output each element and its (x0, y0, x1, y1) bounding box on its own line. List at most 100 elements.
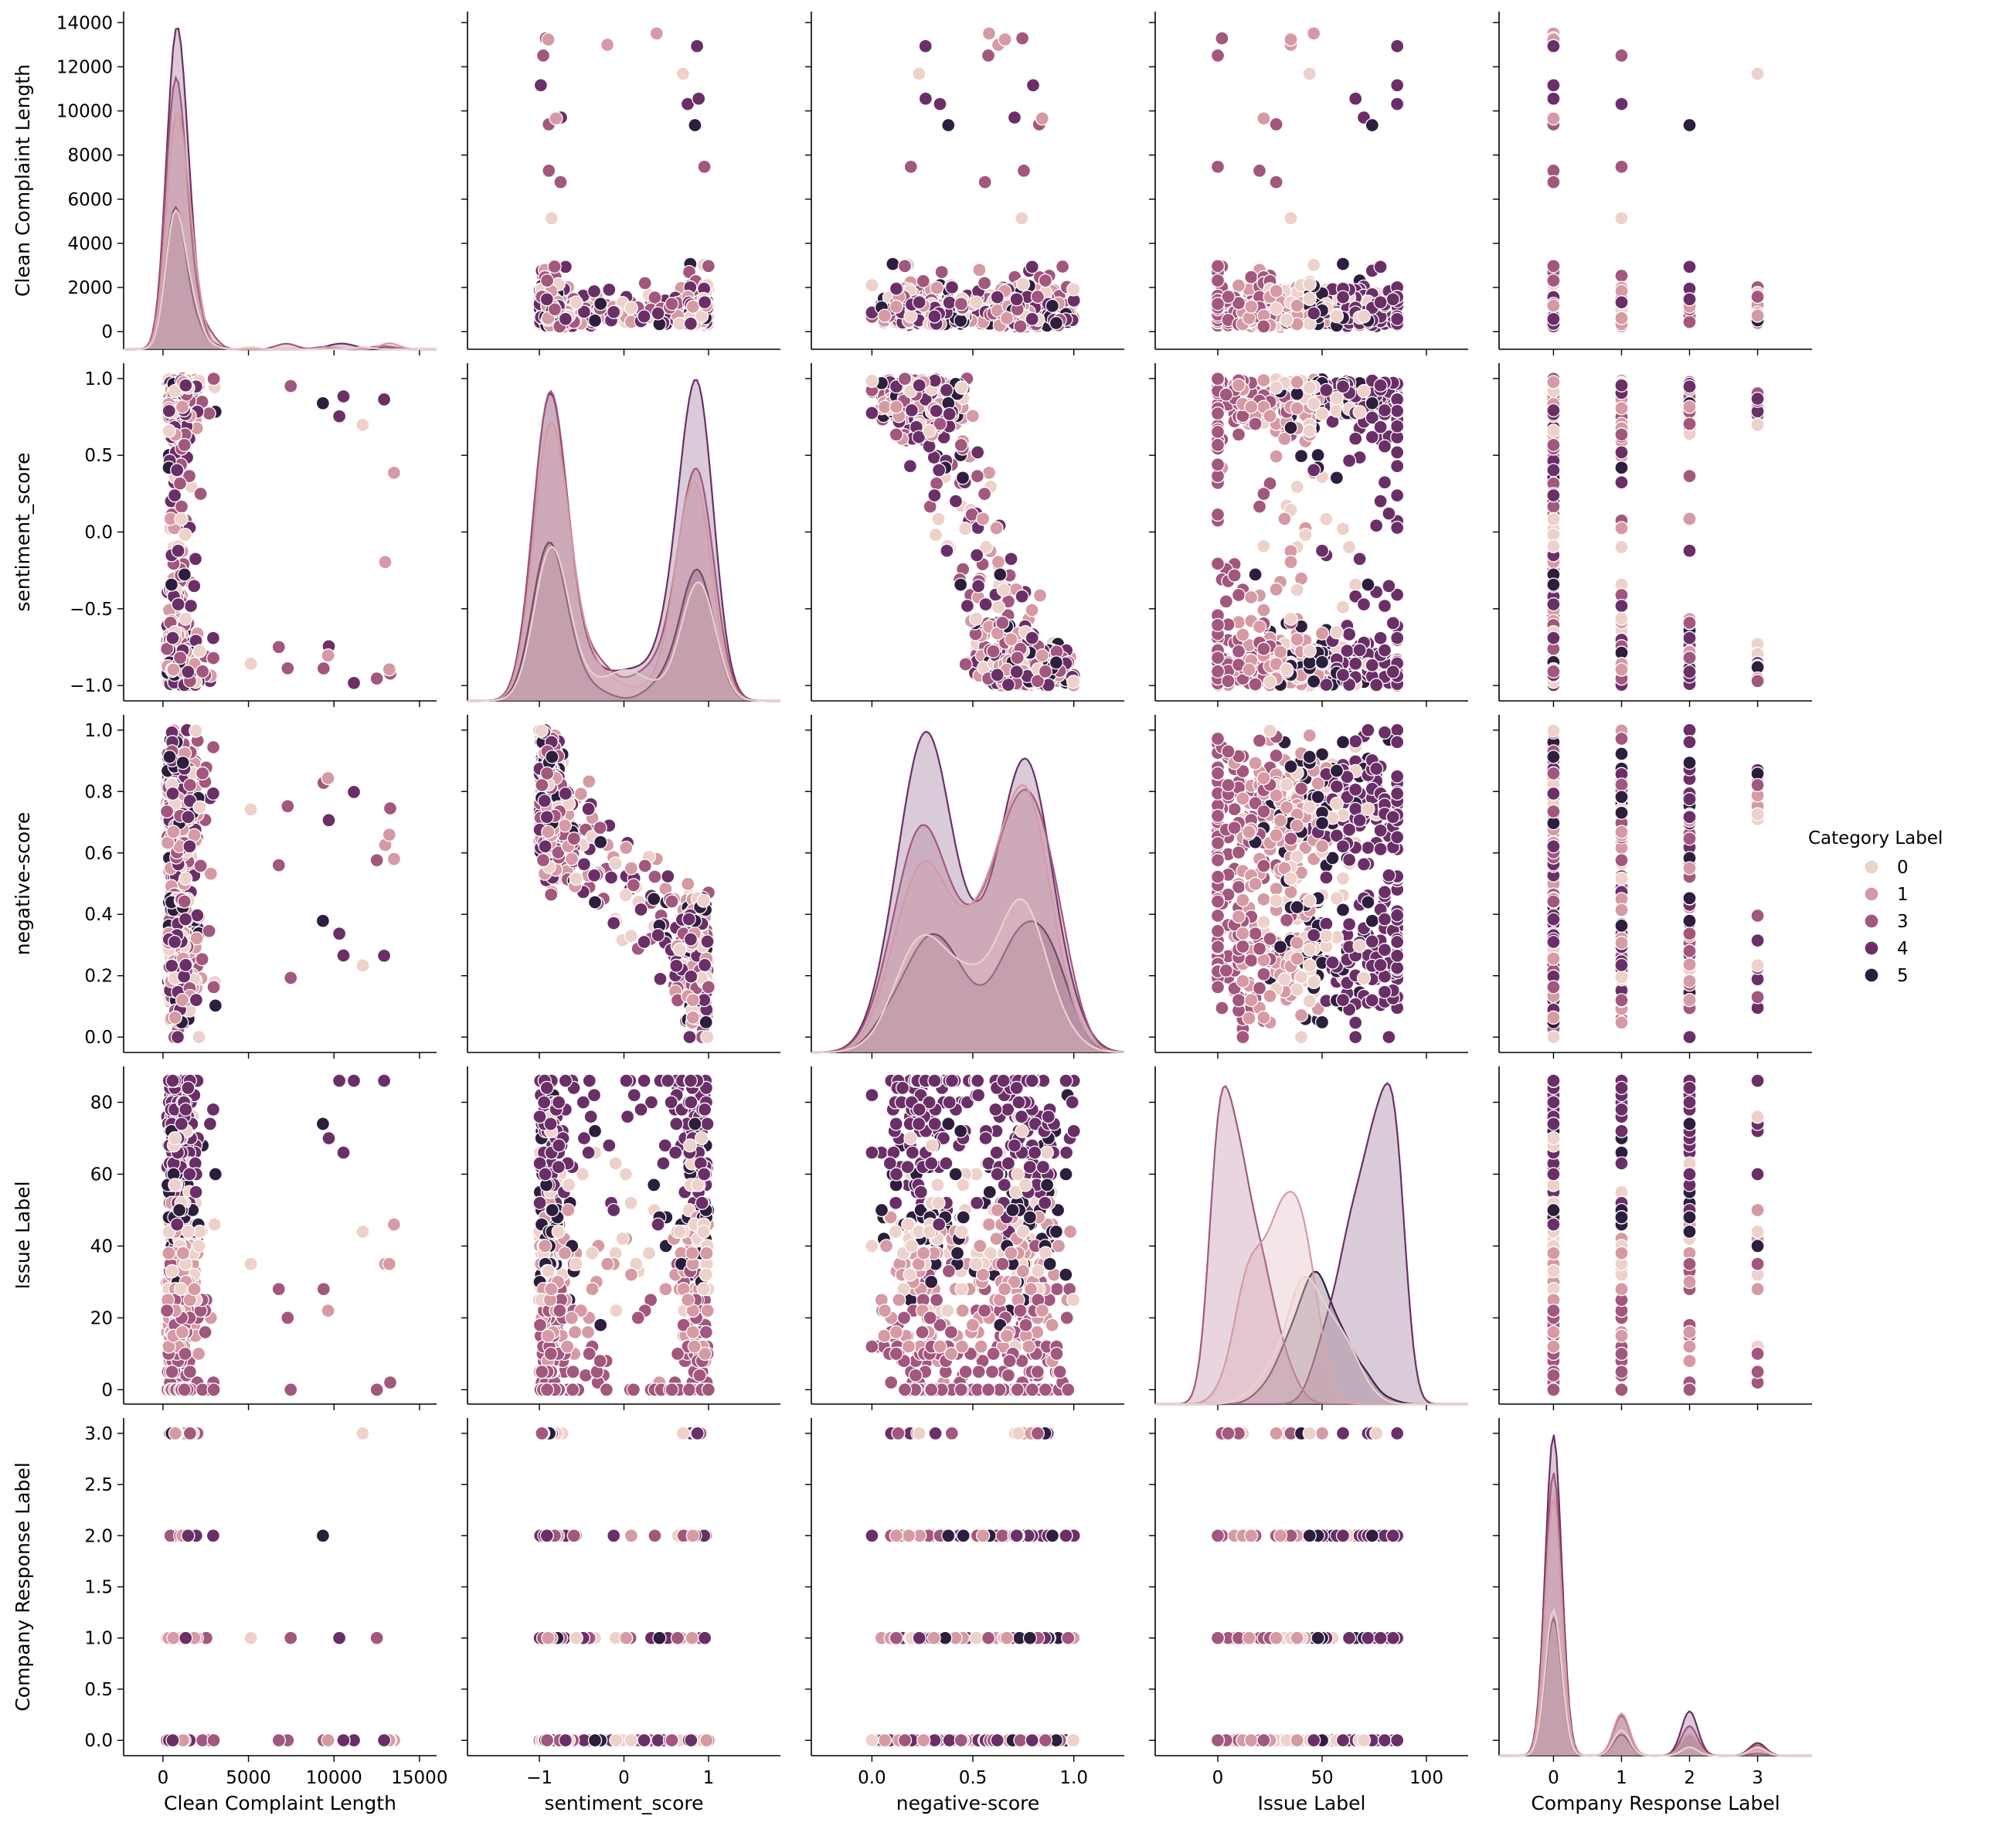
point (161, 423, 176, 438)
y-tick-label: 6000 (67, 190, 113, 210)
point (1066, 675, 1081, 689)
point (978, 597, 993, 612)
point (539, 273, 555, 288)
point (865, 277, 879, 293)
point (600, 37, 615, 53)
point (1252, 619, 1267, 634)
point (535, 48, 551, 63)
point (954, 297, 968, 311)
point (991, 555, 1006, 570)
point (346, 675, 362, 690)
point (539, 292, 554, 307)
point (932, 463, 947, 478)
panel-0-2 (805, 12, 1124, 355)
point (889, 427, 903, 442)
point (171, 597, 185, 612)
point (1256, 111, 1271, 126)
point (688, 117, 702, 133)
kde-fill-3 (467, 391, 780, 701)
point (1045, 298, 1060, 314)
point (183, 598, 199, 614)
point (1010, 651, 1025, 665)
point (1361, 577, 1375, 592)
point (1248, 677, 1263, 692)
point (355, 417, 370, 432)
point (637, 276, 652, 291)
point (547, 259, 562, 274)
kde-line-3 (467, 389, 780, 702)
point (685, 299, 700, 314)
point (1614, 159, 1629, 174)
point (1004, 552, 1018, 566)
point (382, 662, 396, 677)
point (1210, 273, 1226, 288)
point (916, 274, 930, 288)
point (969, 295, 984, 310)
point (1242, 311, 1256, 325)
point (1382, 579, 1396, 593)
point (533, 78, 549, 93)
point (1750, 66, 1765, 81)
point (1390, 311, 1405, 326)
point (1269, 284, 1283, 298)
y-tick-label: 2000 (67, 278, 113, 298)
kde-fill-1 (467, 422, 780, 701)
point (569, 295, 583, 310)
point (1546, 39, 1561, 53)
point (172, 476, 188, 491)
point (1390, 78, 1405, 93)
point (1283, 32, 1298, 47)
point (193, 486, 208, 502)
panel-1-3 (1149, 363, 1468, 707)
point (991, 600, 1006, 614)
point (171, 543, 185, 558)
point (1340, 644, 1355, 658)
point (1682, 260, 1697, 274)
point (1210, 424, 1226, 440)
point (1066, 282, 1081, 297)
point (321, 648, 335, 663)
point (865, 406, 879, 420)
point (549, 111, 563, 126)
point (1302, 291, 1317, 307)
point (954, 437, 968, 453)
y-tick-label: −1.0 (70, 676, 113, 696)
point (1210, 159, 1226, 174)
point (1049, 315, 1064, 331)
point (1032, 588, 1048, 603)
point (1277, 512, 1292, 526)
point (1307, 396, 1321, 411)
point (1390, 97, 1405, 111)
point (195, 664, 210, 679)
point (649, 26, 664, 41)
point (998, 32, 1012, 47)
point (315, 396, 331, 410)
point (1013, 319, 1028, 334)
point (697, 159, 712, 174)
point (1015, 211, 1029, 226)
point (1373, 295, 1388, 310)
y-tick-label: 1.0 (84, 369, 113, 389)
point (1055, 259, 1070, 274)
point (1244, 270, 1259, 284)
kde-fill-1 (124, 113, 437, 349)
point (960, 598, 975, 614)
point (1001, 677, 1016, 692)
point (1614, 295, 1629, 310)
point (1290, 479, 1304, 495)
point (1283, 211, 1298, 226)
point (178, 527, 192, 542)
point (1210, 617, 1226, 632)
point (1307, 26, 1321, 41)
point (1009, 665, 1024, 679)
point (981, 48, 996, 63)
point (933, 97, 947, 111)
point (1030, 289, 1045, 304)
point (1025, 78, 1041, 93)
point (369, 671, 384, 686)
point (1546, 175, 1561, 189)
point (602, 282, 617, 298)
point (188, 552, 203, 566)
point (981, 465, 997, 480)
point (929, 403, 943, 418)
